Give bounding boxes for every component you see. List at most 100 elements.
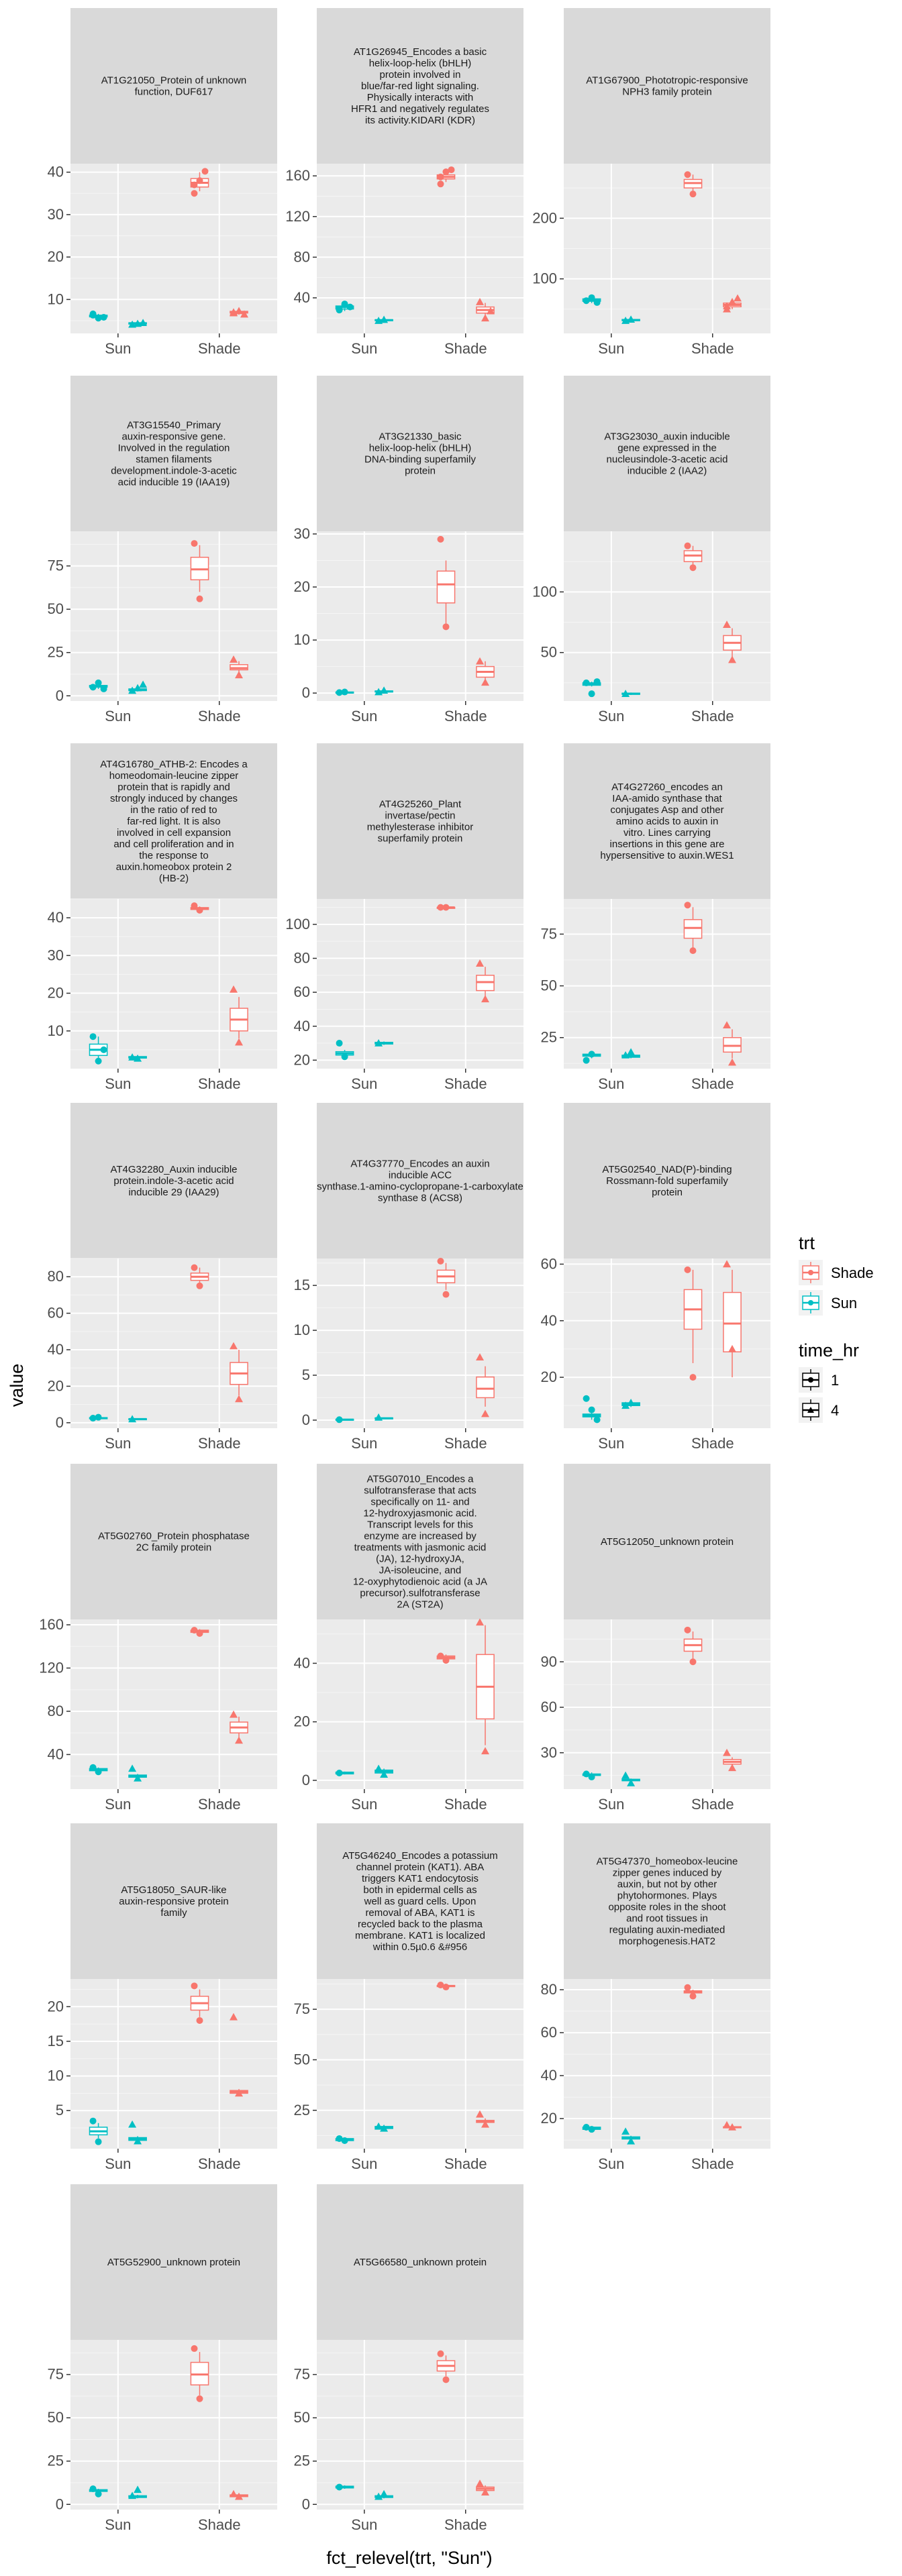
facet-strip (70, 1464, 277, 1619)
data-point (341, 688, 348, 696)
data-point (583, 1057, 590, 1064)
box-sun-t4 (374, 1413, 393, 1421)
x-tick-label: Sun (598, 1075, 624, 1092)
data-point (588, 294, 595, 301)
x-tick-label: Shade (198, 340, 241, 357)
x-tick-label: Sun (598, 708, 624, 724)
data-point (89, 310, 97, 317)
x-tick-label: Sun (105, 2155, 131, 2172)
box-sun-t4 (621, 2127, 640, 2145)
y-tick-label: 60 (541, 1699, 557, 1715)
data-point (196, 906, 203, 914)
data-point (336, 1770, 343, 1777)
facet-panel: AT3G23030_auxin inducible gene expressed … (532, 376, 770, 724)
data-point (374, 2122, 383, 2130)
box-shade-t1 (436, 904, 456, 911)
data-point (89, 1033, 97, 1040)
data-point (380, 1770, 389, 1778)
y-tick-label: 30 (48, 206, 64, 223)
box-shade-t4 (723, 2121, 742, 2131)
x-axis-title: fct_relevel(trt, "Sun") (326, 2548, 492, 2568)
data-point (481, 314, 490, 322)
y-tick-label: 10 (48, 290, 64, 307)
data-point (336, 305, 343, 313)
facet-panel: AT1G26945_Encodes a basic helix-loop-heli… (285, 8, 523, 357)
plot-background (70, 531, 277, 701)
x-tick-label: Shade (444, 1796, 487, 1813)
x-tick-label: Shade (444, 2516, 487, 2533)
y-tick-label: 15 (48, 2033, 64, 2049)
data-point (684, 542, 691, 549)
legend-key-point (808, 1300, 813, 1305)
box-shade-t4 (723, 621, 742, 663)
box-shade-t1 (190, 1264, 209, 1289)
data-point (723, 305, 732, 313)
facet-strip-label: AT3G21330_basic helix-loop-helix (bHLH) DN… (364, 431, 476, 477)
data-point (191, 1264, 198, 1271)
y-tick-label: 80 (294, 950, 310, 967)
y-tick-label: 0 (302, 2496, 310, 2512)
y-tick-label: 25 (48, 2453, 64, 2469)
data-point (230, 655, 238, 663)
legend-label: 4 (831, 1402, 839, 1419)
box-sun-t1 (335, 1040, 354, 1061)
y-tick-label: 200 (532, 209, 557, 226)
box-sun-t4 (621, 315, 640, 324)
box-sun-t4 (621, 1771, 640, 1786)
facet-panel: AT1G67900_Phototropic-responsive NPH3 fam… (532, 8, 770, 357)
data-point (442, 623, 450, 631)
data-point (437, 2350, 444, 2357)
box-shade-t4 (230, 655, 248, 679)
facet-strip (564, 376, 770, 531)
data-point (128, 2491, 137, 2500)
facet-strip (317, 1103, 523, 1258)
data-point (481, 678, 490, 686)
box-sun-t4 (128, 2485, 147, 2500)
x-tick-label: Shade (198, 2155, 241, 2172)
box-sun-t1 (89, 1764, 108, 1776)
facet-panel: AT4G32280_Auxin inducible protein.indole-… (48, 1103, 277, 1452)
y-tick-label: 50 (541, 977, 557, 994)
y-tick-label: 50 (294, 2051, 310, 2068)
x-tick-label: Shade (444, 708, 487, 724)
data-point (235, 1038, 244, 1046)
data-point (95, 2138, 102, 2145)
data-point (100, 1046, 107, 1053)
facet-strip-label: AT5G07010_Encodes a sulfotransferase that… (353, 1474, 487, 1611)
x-tick-label: Sun (351, 1796, 377, 1813)
data-point (134, 2485, 142, 2493)
data-point (380, 2124, 389, 2132)
data-point (728, 1344, 737, 1352)
data-point (684, 1626, 691, 1633)
data-point (593, 1416, 601, 1424)
x-tick-label: Sun (105, 340, 131, 357)
y-tick-label: 100 (532, 583, 557, 600)
data-point (128, 1415, 137, 1423)
box-sun-t1 (335, 2135, 354, 2144)
data-point (95, 1413, 102, 1421)
y-tick-label: 20 (48, 1377, 64, 1394)
x-tick-label: Sun (351, 2155, 377, 2172)
data-point (728, 1764, 737, 1772)
y-tick-label: 30 (294, 525, 310, 542)
data-point (723, 1021, 732, 1029)
data-point (128, 1764, 137, 1772)
data-point (196, 1282, 203, 1289)
data-point (442, 2376, 450, 2383)
data-point (196, 595, 203, 602)
box-sun-t4 (128, 2120, 147, 2145)
data-point (191, 1627, 198, 1634)
facet-strip (70, 1103, 277, 1258)
data-point (240, 310, 249, 318)
data-point (448, 166, 455, 174)
facet-strip (564, 1464, 770, 1619)
data-point (476, 959, 485, 967)
box-shade-t1 (436, 535, 456, 631)
data-point (230, 1710, 238, 1718)
y-tick-label: 20 (48, 1998, 64, 2015)
box-sun-t4 (128, 319, 148, 328)
data-point (689, 1374, 697, 1381)
data-point (588, 1406, 595, 1413)
data-point (723, 1748, 732, 1756)
